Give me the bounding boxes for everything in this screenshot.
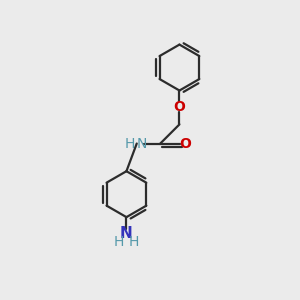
Text: N: N (137, 136, 147, 151)
Text: N: N (120, 226, 133, 241)
Text: H: H (125, 136, 135, 151)
Text: O: O (179, 136, 191, 151)
Text: H: H (114, 235, 124, 249)
Text: H: H (129, 235, 139, 249)
Text: O: O (173, 100, 185, 114)
